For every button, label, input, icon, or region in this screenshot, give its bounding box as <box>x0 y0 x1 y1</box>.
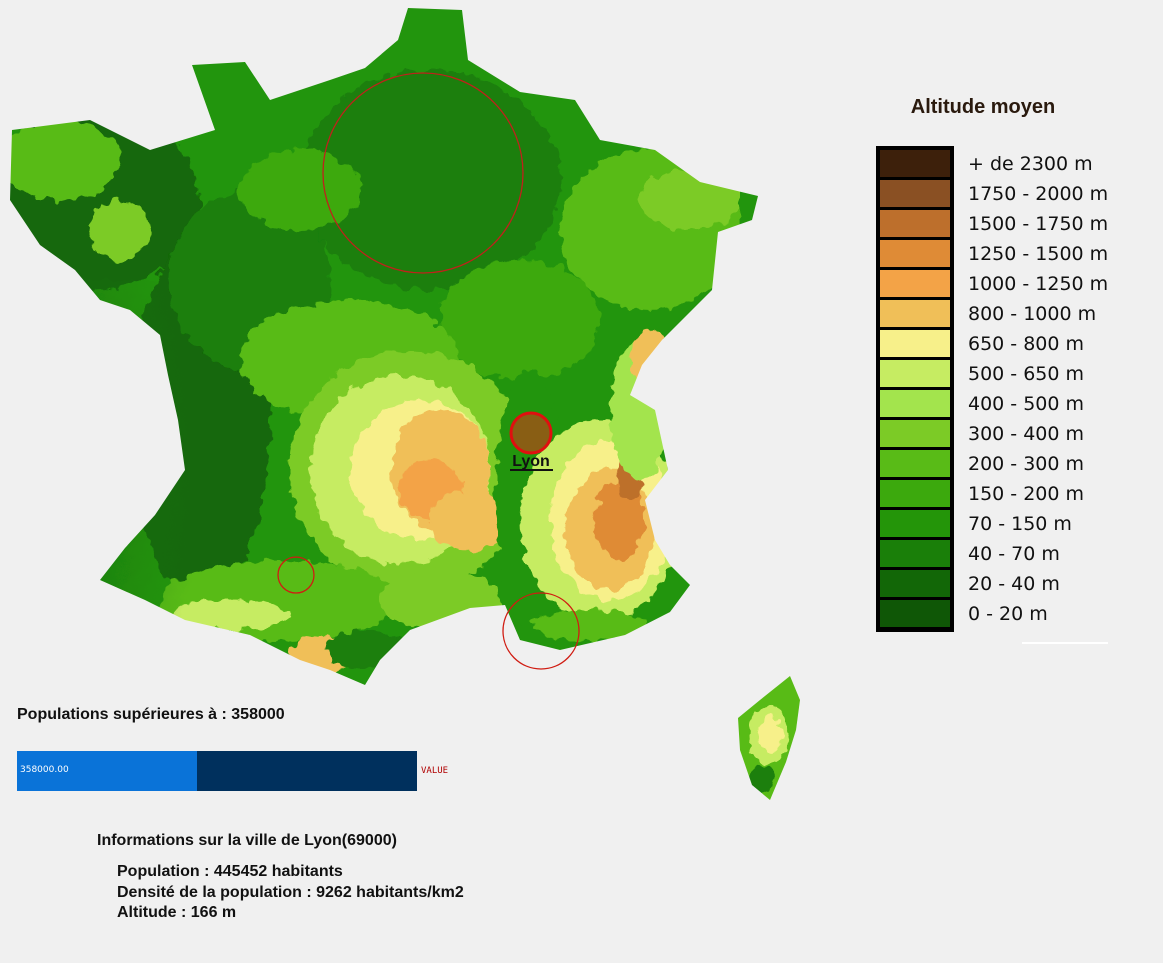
legend-label: 400 - 500 m <box>968 393 1085 415</box>
population-threshold-label: Populations supérieures à : 358000 <box>17 706 285 723</box>
legend-swatch <box>880 210 950 237</box>
selected-city-marker[interactable] <box>509 411 553 455</box>
legend-swatch <box>880 480 950 507</box>
legend-swatch <box>880 510 950 537</box>
legend-label: 150 - 200 m <box>968 483 1085 505</box>
city-marker-label[interactable]: Lyon <box>512 453 550 470</box>
legend-swatch <box>880 600 950 627</box>
legend-label: + de 2300 m <box>968 153 1093 175</box>
legend-swatch <box>880 330 950 357</box>
legend-label: 0 - 20 m <box>968 603 1048 625</box>
city-info-details: Population : 445452 habitants Densité de… <box>117 862 464 924</box>
city-circle-marseille[interactable] <box>502 592 580 670</box>
legend-label: 650 - 800 m <box>968 333 1085 355</box>
legend-swatch <box>880 390 950 417</box>
legend-divider <box>1022 642 1108 644</box>
city-marker-underline <box>510 469 553 471</box>
city-altitude: Altitude : 166 m <box>117 904 237 921</box>
legend-label: 40 - 70 m <box>968 543 1060 565</box>
legend-swatch <box>880 570 950 597</box>
corsica-relief <box>738 676 800 800</box>
legend-label: 500 - 650 m <box>968 363 1085 385</box>
population-slider-fill[interactable] <box>17 751 197 791</box>
legend-labels: + de 2300 m 1750 - 2000 m 1500 - 1750 m 125… <box>968 151 1108 631</box>
population-slider-value: 358000.00 <box>20 765 69 775</box>
legend-label: 300 - 400 m <box>968 423 1085 445</box>
legend-swatch <box>880 420 950 447</box>
legend-swatch <box>880 450 950 477</box>
population-slider[interactable]: 358000.00 <box>17 751 417 791</box>
legend-swatches <box>876 146 954 632</box>
city-population: Population : 445452 habitants <box>117 863 343 880</box>
legend-swatch <box>880 300 950 327</box>
city-circle-toulouse[interactable] <box>277 556 315 594</box>
slider-value-tag: VALUE <box>421 766 449 776</box>
legend-label: 1000 - 1250 m <box>968 273 1109 295</box>
legend-title: Altitude moyen <box>910 96 1056 118</box>
city-density: Densité de la population : 9262 habitant… <box>117 883 464 901</box>
legend-swatch <box>880 360 950 387</box>
city-info-title: Informations sur la ville de Lyon(69000) <box>97 832 397 849</box>
legend-swatch <box>880 270 950 297</box>
legend-swatch <box>880 240 950 267</box>
legend-label: 70 - 150 m <box>968 513 1072 535</box>
mainland-relief <box>10 8 758 685</box>
legend-label: 20 - 40 m <box>968 573 1060 595</box>
legend-label: 1750 - 2000 m <box>968 183 1109 205</box>
legend-label: 1250 - 1500 m <box>968 243 1109 265</box>
legend-swatch <box>880 180 950 207</box>
city-circle-paris[interactable] <box>322 72 524 274</box>
legend-label: 1500 - 1750 m <box>968 213 1109 235</box>
legend-label: 800 - 1000 m <box>968 303 1097 325</box>
legend-swatch <box>880 540 950 567</box>
legend-label: 200 - 300 m <box>968 453 1085 475</box>
legend-swatch <box>880 150 950 177</box>
